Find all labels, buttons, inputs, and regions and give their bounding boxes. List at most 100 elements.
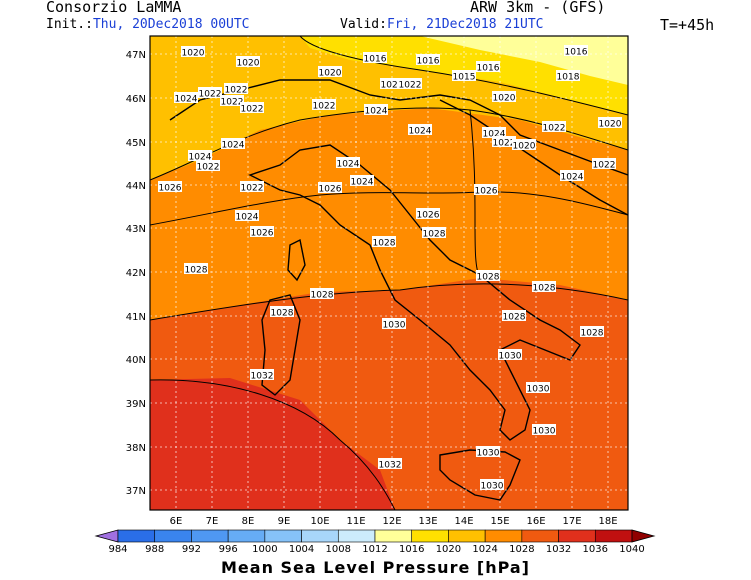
colorbar-level-label: 1008 <box>325 544 352 555</box>
header-model: ARW 3km - (GFS) <box>470 0 606 16</box>
isobar-label-text: 1024 <box>483 130 506 140</box>
lon-tick-label: 7E <box>206 516 219 527</box>
isobar-label-text: 1030 <box>533 427 556 437</box>
lat-tick-label: 44N <box>126 181 146 192</box>
lat-tick-label: 42N <box>126 268 146 279</box>
isobar-label: 1024 <box>364 104 388 117</box>
isobar-label: 1022 <box>312 99 336 112</box>
lon-tick-label: 16E <box>526 516 545 527</box>
isobar-label-text: 1028 <box>581 329 604 339</box>
sardinia-coast <box>261 294 301 396</box>
colorbar-swatch <box>484 529 523 543</box>
isobar-label: 1024 <box>408 124 432 137</box>
corsica-coast <box>287 238 306 282</box>
colorbar-level-label: 1036 <box>582 544 609 555</box>
isobar-label-text: 1028 <box>533 284 556 294</box>
lat-tick-label: 40N <box>126 355 146 366</box>
isobar-label: 1020 <box>598 117 622 130</box>
colorbar-level-label: 992 <box>181 544 201 555</box>
lon-tick-label: 18E <box>598 516 617 527</box>
isobar-label: 1028 <box>422 227 446 240</box>
isobar-label: 1022 <box>196 160 220 173</box>
isobar-label: 1030 <box>498 349 522 362</box>
isobar-label: 1020 <box>236 56 260 69</box>
isobar-label-text: 1030 <box>477 449 500 459</box>
isobar-label-text: 1030 <box>499 352 522 362</box>
isobar-label-text: 1022 <box>197 163 220 173</box>
colorbar-swatch <box>264 529 302 543</box>
isobar-label: 1022 <box>220 95 244 108</box>
isobar-label: 1028 <box>580 326 604 339</box>
isobar-label: 1024 <box>350 175 374 188</box>
isobar-label-text: 1030 <box>383 321 406 331</box>
colorbar-level-label: 1028 <box>509 544 535 555</box>
isobar-label: 1028 <box>502 310 526 323</box>
isobar-label: 1028 <box>532 281 556 294</box>
colorbar-level-label: 1020 <box>435 544 462 555</box>
colorbar-level-label: 1000 <box>252 544 278 555</box>
isobar-label: 1022 <box>398 78 422 91</box>
colorbar-swatch <box>154 529 192 543</box>
italy-peninsula-coast <box>248 144 581 441</box>
colorbar-max-arrow <box>631 529 656 543</box>
adriatic-east-coast <box>439 99 628 216</box>
isobar-line <box>150 379 396 510</box>
isobar-label: 1020 <box>512 139 536 152</box>
colorbar <box>94 529 656 543</box>
isobar-label: 1030 <box>532 424 556 437</box>
isobar-label-text: 1028 <box>271 309 294 319</box>
colorbar-level-label: 984 <box>108 544 128 555</box>
isobar-label-text: 1024 <box>175 95 198 105</box>
colorbar-title: Mean Sea Level Pressure [hPa] <box>221 558 530 577</box>
isobar-label: 1024 <box>560 170 584 183</box>
isobar-label-text: 1020 <box>381 81 404 91</box>
colorbar-level-label: 1004 <box>288 544 315 555</box>
isobar-label-text: 1016 <box>477 64 500 74</box>
isobar-label: 1022 <box>240 102 264 115</box>
isobar-label: 1022 <box>542 121 566 134</box>
isobar-label-text: 1022 <box>493 139 516 149</box>
isobar-label-text: 1024 <box>409 127 432 137</box>
isobar-label-text: 1026 <box>417 211 440 221</box>
init-label: Init.: <box>46 17 93 32</box>
isobar-label: 1030 <box>476 446 500 459</box>
isobar-label-text: 1028 <box>373 239 396 249</box>
isobar-label: 1024 <box>336 157 360 170</box>
lat-tick-label: 47N <box>126 50 146 61</box>
field-1032-1036 <box>150 378 395 510</box>
isobar-labels: 1020 1020 1016 1016 1016 1016 1018 1015 1020 1020… <box>158 45 622 492</box>
isobar-label-text: 1024 <box>351 178 374 188</box>
lon-tick-label: 10E <box>310 516 329 527</box>
lat-tick-labels: 47N 46N 45N 44N 43N 42N 41N 40N 39N 38N … <box>126 50 146 497</box>
lat-tick-label: 45N <box>126 138 146 149</box>
isobar-label-text: 1022 <box>399 81 422 91</box>
colorbar-min-arrow <box>94 529 119 543</box>
lon-tick-label: 9E <box>278 516 291 527</box>
isobar-label: 1028 <box>310 288 334 301</box>
isobar-label: 1022 <box>592 158 616 171</box>
isobar-label-text: 1022 <box>543 124 566 134</box>
lat-tick-label: 38N <box>126 443 146 454</box>
isobar-label-text: 1028 <box>503 313 526 323</box>
isobar-label-text: 1015 <box>453 73 476 83</box>
isobar-label-text: 1018 <box>557 73 580 83</box>
isobar-label-text: 1022 <box>221 98 244 108</box>
header-title: Consorzio LaMMA <box>46 0 182 16</box>
colorbar-swatch <box>337 529 376 543</box>
isobar-label: 1030 <box>382 318 406 331</box>
lead-time: T=+45h <box>660 16 715 34</box>
isobar-label-text: 1028 <box>423 230 446 240</box>
colorbar-swatch <box>374 529 413 543</box>
colorbar-swatch <box>117 529 156 543</box>
isobar-label-text: 1022 <box>225 86 248 96</box>
colorbar-swatch <box>301 529 339 543</box>
isobar-label: 1024 <box>174 92 198 105</box>
isobar-label-text: 1026 <box>475 187 498 197</box>
colorbar-level-label: 1032 <box>545 544 572 555</box>
isobar-label: 1026 <box>416 208 440 221</box>
colorbar-level-label: 1024 <box>472 544 498 555</box>
isobar-label: 1030 <box>526 382 550 395</box>
colorbar-swatch <box>521 529 559 543</box>
isobar-label-text: 1032 <box>379 461 402 471</box>
